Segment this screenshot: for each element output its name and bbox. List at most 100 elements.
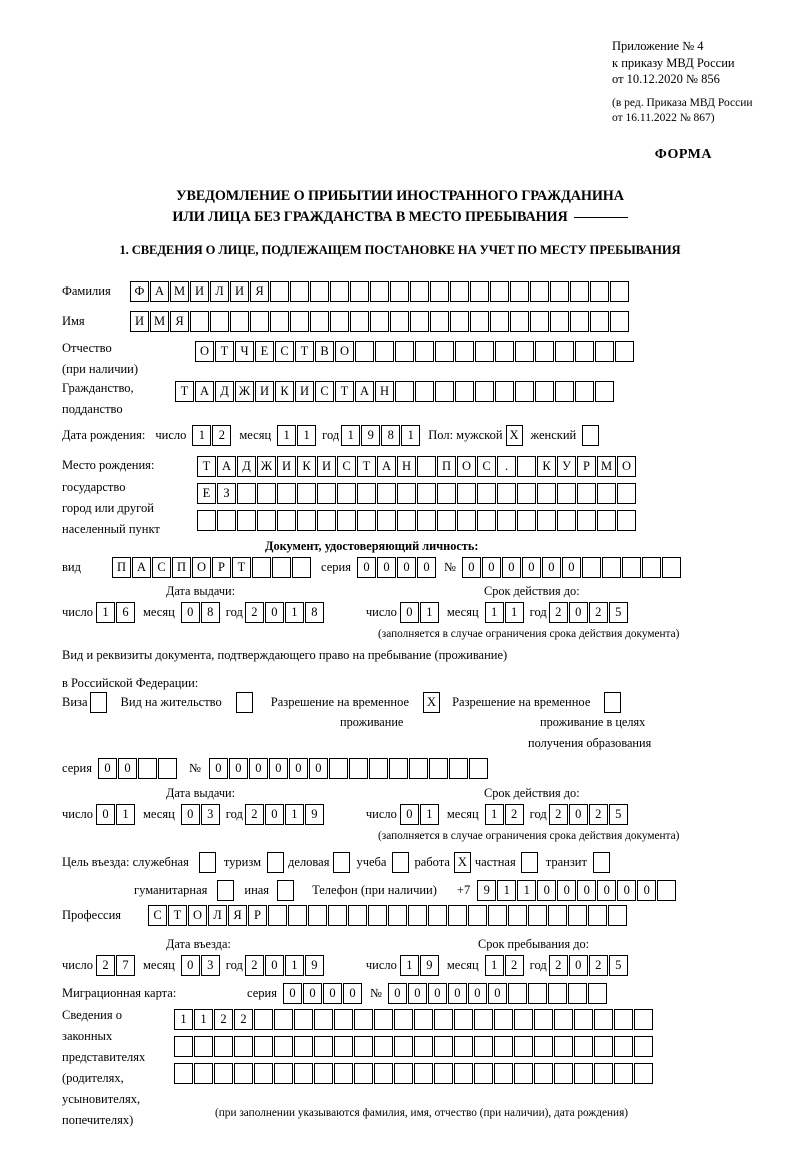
visa-checkbox[interactable] <box>89 692 107 713</box>
char-cell[interactable]: 0 <box>322 983 342 1004</box>
char-cell[interactable] <box>234 1036 253 1057</box>
char-cell[interactable] <box>550 281 569 302</box>
char-cell[interactable] <box>354 1063 373 1084</box>
char-cell[interactable] <box>527 983 547 1004</box>
char-cell[interactable]: 0 <box>557 880 577 901</box>
char-cell[interactable] <box>375 341 394 362</box>
char-cell[interactable]: А <box>150 281 169 302</box>
char-cell[interactable]: Ж <box>257 456 276 477</box>
char-cell[interactable] <box>555 381 574 402</box>
char-cell[interactable] <box>337 483 356 504</box>
char-cell[interactable]: 0 <box>407 983 427 1004</box>
char-cell[interactable] <box>534 1009 553 1030</box>
char-cell[interactable] <box>537 483 556 504</box>
char-cell[interactable] <box>328 758 348 779</box>
char-cell[interactable] <box>410 281 429 302</box>
char-cell[interactable] <box>475 381 494 402</box>
char-cell[interactable] <box>497 483 516 504</box>
char-cell[interactable]: 8 <box>381 425 401 446</box>
purpose-transit-checkbox[interactable] <box>592 852 610 873</box>
char-cell[interactable] <box>621 557 641 578</box>
char-cell[interactable]: 1 <box>497 880 517 901</box>
char-cell[interactable] <box>415 341 434 362</box>
char-cell[interactable] <box>254 1036 273 1057</box>
char-cell[interactable] <box>555 341 574 362</box>
char-cell[interactable] <box>268 905 287 926</box>
char-cell[interactable]: Н <box>397 456 416 477</box>
char-cell[interactable] <box>608 905 627 926</box>
char-cell[interactable]: Е <box>255 341 274 362</box>
char-cell[interactable] <box>534 1063 553 1084</box>
char-cell[interactable]: К <box>275 381 294 402</box>
char-cell[interactable] <box>530 311 549 332</box>
char-cell[interactable]: З <box>217 483 236 504</box>
purpose-work-checkbox[interactable]: X <box>453 852 471 873</box>
char-cell[interactable]: 0 <box>461 557 481 578</box>
char-cell[interactable]: К <box>537 456 556 477</box>
char-cell[interactable]: 8 <box>200 602 220 623</box>
char-cell[interactable] <box>357 483 376 504</box>
char-cell[interactable] <box>277 483 296 504</box>
char-cell[interactable] <box>514 1063 533 1084</box>
char-cell[interactable] <box>437 510 456 531</box>
char-cell[interactable] <box>414 1063 433 1084</box>
char-cell[interactable] <box>414 1009 433 1030</box>
char-cell[interactable]: 0 <box>208 758 228 779</box>
char-cell[interactable]: И <box>130 311 149 332</box>
char-cell[interactable]: 0 <box>568 804 588 825</box>
char-cell[interactable] <box>314 1063 333 1084</box>
char-cell[interactable] <box>428 758 448 779</box>
char-cell[interactable] <box>594 1063 613 1084</box>
char-cell[interactable]: Р <box>248 905 267 926</box>
char-cell[interactable]: О <box>457 456 476 477</box>
char-cell[interactable]: 5 <box>608 804 628 825</box>
char-cell[interactable] <box>257 510 276 531</box>
char-cell[interactable] <box>517 510 536 531</box>
char-cell[interactable] <box>270 311 289 332</box>
char-cell[interactable] <box>468 758 488 779</box>
char-cell[interactable]: 0 <box>561 557 581 578</box>
char-cell[interactable]: 1 <box>504 602 524 623</box>
char-cell[interactable] <box>515 381 534 402</box>
char-cell[interactable] <box>417 510 436 531</box>
purpose-business-checkbox[interactable] <box>333 852 351 873</box>
char-cell[interactable]: 1 <box>484 804 504 825</box>
char-cell[interactable] <box>174 1063 193 1084</box>
char-cell[interactable] <box>370 281 389 302</box>
char-cell[interactable] <box>455 341 474 362</box>
char-cell[interactable] <box>197 510 216 531</box>
char-cell[interactable]: 0 <box>568 955 588 976</box>
char-cell[interactable] <box>394 1063 413 1084</box>
char-cell[interactable] <box>157 758 177 779</box>
char-cell[interactable] <box>334 1009 353 1030</box>
char-cell[interactable]: 9 <box>419 955 439 976</box>
char-cell[interactable]: 1 <box>96 602 116 623</box>
char-cell[interactable]: 2 <box>212 425 232 446</box>
char-cell[interactable] <box>348 758 368 779</box>
char-cell[interactable]: 1 <box>419 804 439 825</box>
char-cell[interactable] <box>450 311 469 332</box>
char-cell[interactable] <box>417 456 436 477</box>
char-cell[interactable]: 0 <box>180 955 200 976</box>
char-cell[interactable] <box>272 557 291 578</box>
char-cell[interactable] <box>408 905 427 926</box>
char-cell[interactable] <box>597 483 616 504</box>
char-cell[interactable] <box>395 381 414 402</box>
char-cell[interactable] <box>557 483 576 504</box>
char-cell[interactable] <box>497 510 516 531</box>
char-cell[interactable] <box>590 311 609 332</box>
char-cell[interactable]: 1 <box>517 880 537 901</box>
char-cell[interactable]: С <box>275 341 294 362</box>
char-cell[interactable] <box>174 1036 193 1057</box>
char-cell[interactable] <box>294 1009 313 1030</box>
char-cell[interactable]: 1 <box>174 1009 193 1030</box>
char-cell[interactable]: 0 <box>541 557 561 578</box>
char-cell[interactable] <box>434 1036 453 1057</box>
char-cell[interactable] <box>310 311 329 332</box>
char-cell[interactable]: 5 <box>608 955 628 976</box>
